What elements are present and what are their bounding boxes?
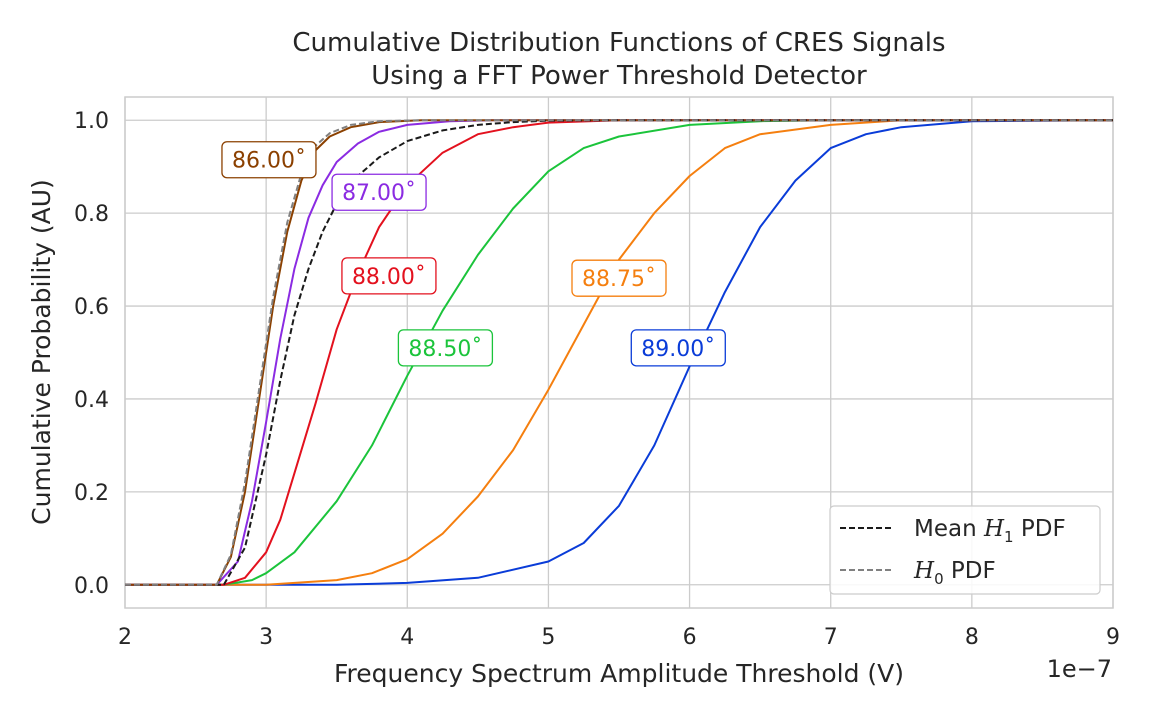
x-tick-label: 4	[400, 625, 414, 650]
annotation-label: 86.00˚	[232, 149, 306, 174]
angle-annotations: 86.00˚ 87.00˚ 88.00˚ 88.50˚ 88.75˚ 89.00˚	[221, 141, 726, 367]
x-tick-label: 7	[824, 625, 838, 650]
x-tick-label: 3	[259, 625, 273, 650]
legend-box	[829, 505, 1101, 595]
y-tick-label: 0.6	[74, 295, 109, 320]
y-tick-label: 1.0	[74, 109, 109, 134]
x-tick-label: 8	[965, 625, 979, 650]
annotation-label: 88.00˚	[352, 265, 426, 290]
y-tick-label: 0.4	[74, 388, 109, 413]
annotation-label: 89.00˚	[641, 337, 715, 362]
x-tick-label: 5	[541, 625, 555, 650]
series-line	[125, 119, 1113, 586]
series-line	[125, 119, 1113, 586]
chart-title-line-2: Using a FFT Power Threshold Detector	[371, 61, 867, 91]
y-tick-label: 0.2	[74, 481, 109, 506]
legend-label: Mean H1 PDF	[914, 516, 1066, 546]
y-tick-label: 0.0	[74, 574, 109, 599]
annotation-label: 87.00˚	[342, 181, 416, 206]
annotation-label: 88.75˚	[582, 267, 656, 292]
annotation-box	[331, 173, 427, 211]
x-tick-label: 9	[1106, 625, 1120, 650]
legend-label: H0 PDF	[913, 558, 996, 588]
annotation-box	[571, 259, 667, 297]
legend: Mean H1 PDF H0 PDF	[829, 505, 1101, 595]
annotation-box	[630, 329, 726, 367]
y-tick-label: 0.8	[74, 202, 109, 227]
annotation-box	[341, 257, 437, 295]
x-tick-label: 6	[683, 625, 697, 650]
series-line	[125, 119, 1113, 586]
tick-labels: 2 3 4 5 6 7 8 9 0.0 0.2 0.4 0.6 0.8 1.0	[74, 109, 1120, 650]
x-axis-label: Frequency Spectrum Amplitude Threshold (…	[334, 659, 904, 688]
annotation-box	[221, 141, 317, 179]
annotation-box	[397, 329, 494, 367]
x-scale-offset: 1e−7	[1047, 655, 1112, 683]
chart-title-line-1: Cumulative Distribution Functions of CRE…	[292, 28, 945, 58]
series-line	[125, 119, 1113, 586]
x-tick-label: 2	[118, 625, 132, 650]
series-line	[125, 119, 1113, 586]
series-line	[125, 119, 1114, 586]
y-axis-label: Cumulative Probability (AU)	[27, 179, 56, 525]
annotation-label: 88.50˚	[408, 337, 482, 362]
